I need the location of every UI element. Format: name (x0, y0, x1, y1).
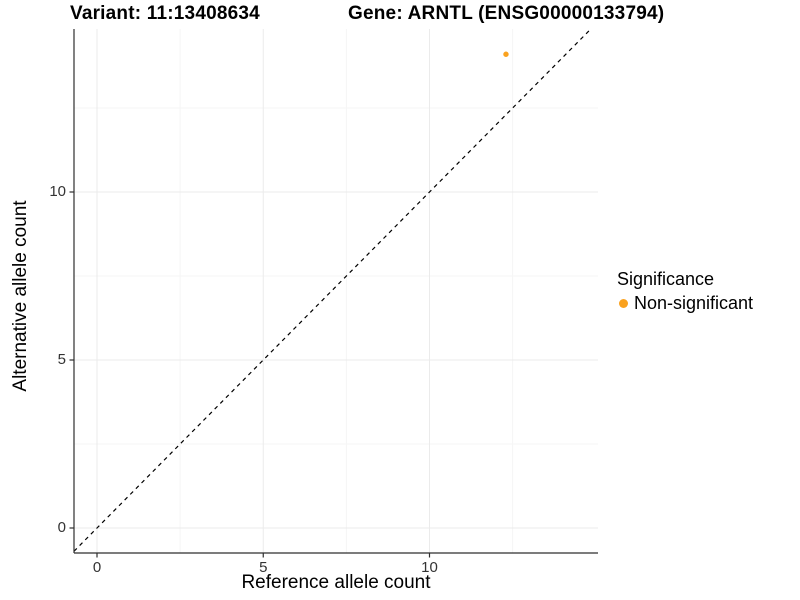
legend: Significance Non-significant (617, 269, 753, 314)
y-tick-label: 10 (49, 183, 66, 200)
x-tick-label: 0 (92, 559, 102, 576)
legend-item-label: Non-significant (634, 293, 754, 313)
y-tick-label: 0 (57, 519, 66, 536)
legend-title: Significance (617, 269, 715, 289)
x-axis-title: Reference allele count (241, 572, 431, 593)
legend-item-non-significant: Non-significant (617, 293, 753, 314)
y-tick-label: 5 (57, 351, 66, 368)
gene-title: Gene: ARNTL (ENSG00000133794) (348, 3, 665, 24)
variant-title: Variant: 11:13408634 (70, 3, 260, 24)
x-tick-label: 10 (421, 559, 438, 576)
legend-swatch-icon (619, 299, 628, 308)
x-tick-label: 5 (259, 559, 268, 576)
identity-reference-line (73, 28, 592, 552)
data-point (503, 51, 509, 57)
